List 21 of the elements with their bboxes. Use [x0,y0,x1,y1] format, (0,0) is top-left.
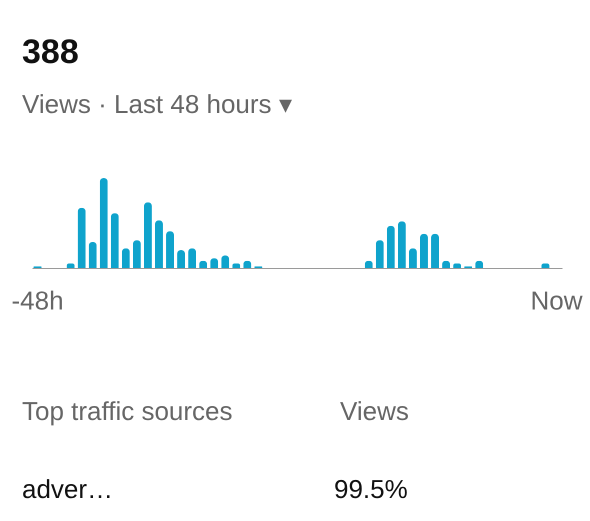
text: 99.5% [334,474,408,504]
bar [144,202,152,268]
bar [166,231,174,268]
text: Views [340,396,409,426]
bar [154,220,163,268]
bar [132,240,141,268]
bar [110,213,119,268]
bar [431,234,440,268]
bar [376,240,384,268]
bar [88,242,97,268]
chart-subtitle: Views · Last 48 hours ▾ [22,89,292,119]
bar [420,234,428,268]
bar [398,221,406,268]
text: adver… [22,474,114,504]
chart-title: 388 [22,33,79,71]
x-tick-label: Now [530,286,583,316]
bar [78,208,86,268]
x-tick-label: -48h [11,286,64,316]
text: Top traffic sources [22,396,233,426]
bar [386,226,395,268]
bar [100,178,108,268]
